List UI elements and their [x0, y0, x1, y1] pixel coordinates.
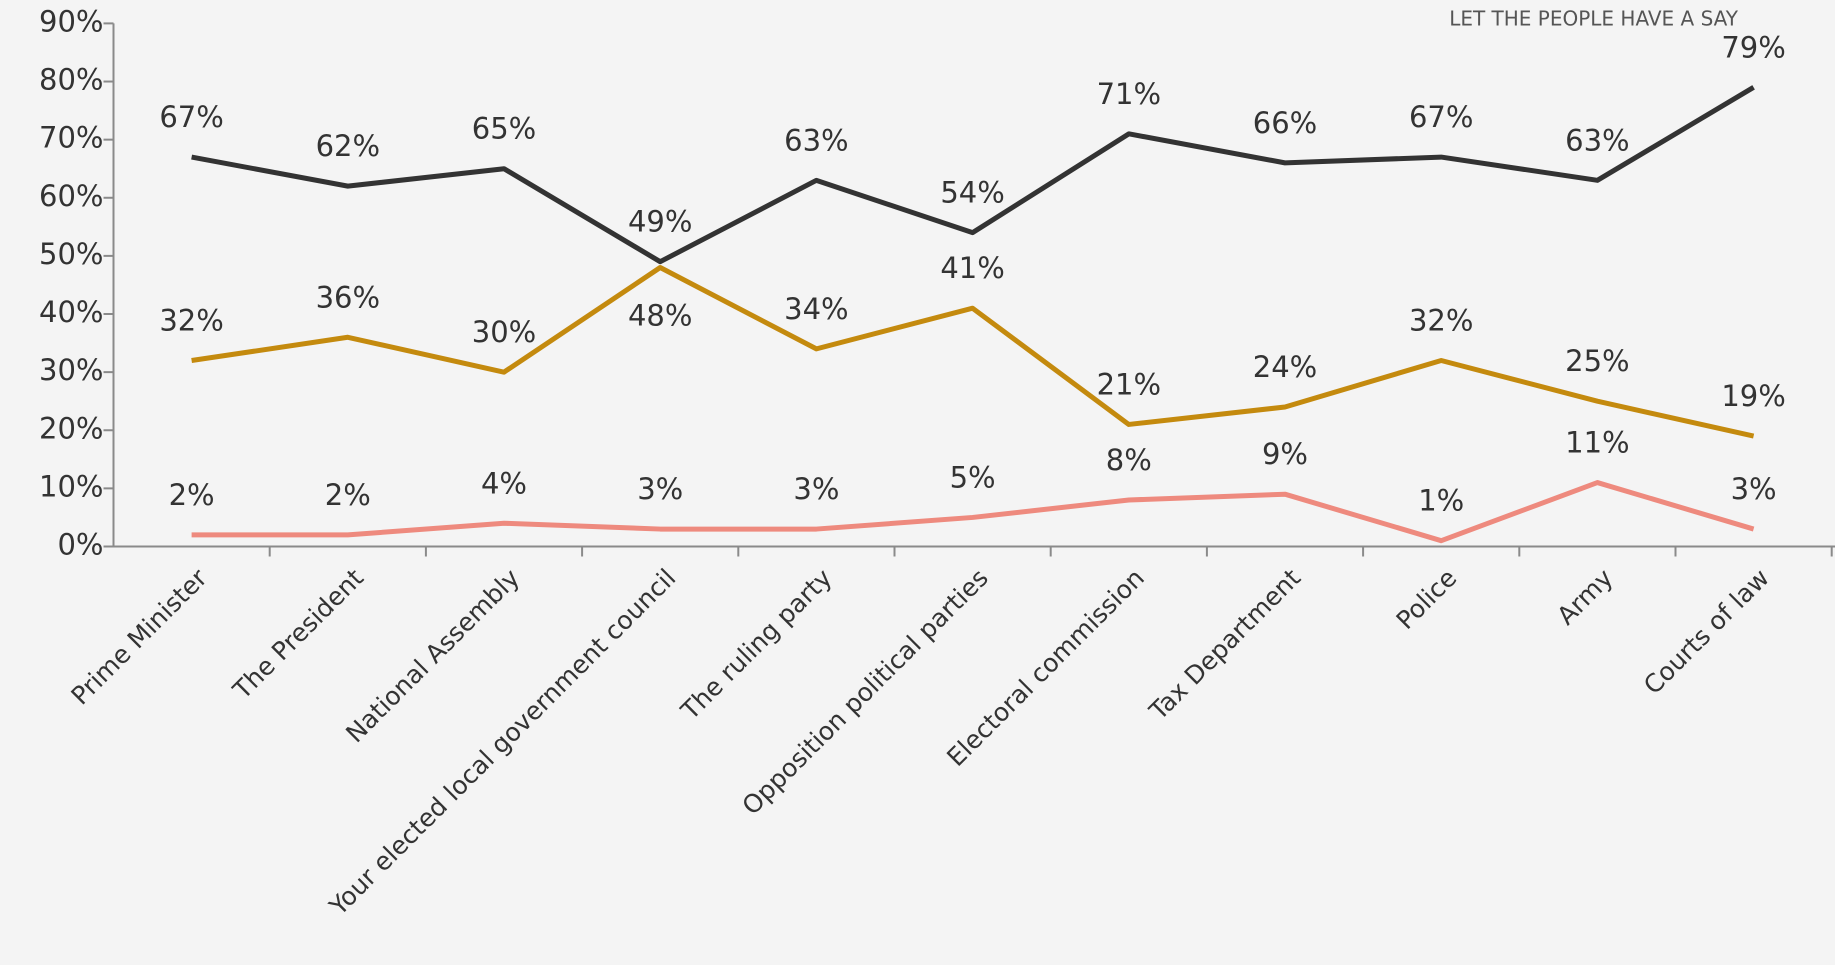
- data-label: 32%: [1409, 304, 1473, 338]
- data-label: 24%: [1253, 350, 1317, 384]
- data-label: 2%: [325, 478, 371, 512]
- y-tick-label: 10%: [39, 469, 103, 503]
- y-tick-label: 40%: [39, 295, 103, 329]
- data-label: 8%: [1106, 443, 1152, 477]
- data-label: 41%: [940, 251, 1004, 285]
- y-tick-label: 70%: [39, 121, 103, 155]
- data-label: 3%: [637, 472, 683, 506]
- y-tick-label: 20%: [39, 411, 103, 445]
- data-label: 48%: [628, 299, 692, 333]
- data-label: 34%: [784, 292, 848, 326]
- data-label: 79%: [1721, 30, 1785, 64]
- watermark: LET THE PEOPLE HAVE A SAY: [1449, 7, 1739, 31]
- data-label: 19%: [1721, 379, 1785, 413]
- series-line: [191, 480, 1755, 544]
- data-label: 9%: [1262, 437, 1308, 471]
- y-tick-label: 80%: [39, 63, 103, 97]
- data-label: 63%: [1565, 123, 1629, 157]
- data-label: 67%: [159, 100, 223, 134]
- y-tick-label: 50%: [39, 237, 103, 271]
- data-label: 62%: [316, 129, 380, 163]
- y-tick-label: 30%: [39, 353, 103, 387]
- data-label: 5%: [950, 460, 996, 494]
- data-label: 65%: [472, 112, 536, 146]
- y-tick-label: 90%: [39, 4, 103, 38]
- data-label: 63%: [784, 123, 848, 157]
- data-label: 2%: [169, 478, 215, 512]
- data-label: 1%: [1418, 484, 1464, 518]
- data-label: 25%: [1565, 344, 1629, 378]
- data-label: 66%: [1253, 106, 1317, 140]
- data-label: 30%: [472, 315, 536, 349]
- data-label: 32%: [159, 304, 223, 338]
- y-tick-label: 0%: [57, 528, 103, 562]
- series-line: [191, 85, 1755, 265]
- data-label: 21%: [1097, 367, 1161, 401]
- data-label: 67%: [1409, 100, 1473, 134]
- y-tick-label: 60%: [39, 179, 103, 213]
- series-line: [191, 265, 1755, 439]
- data-label: 71%: [1097, 77, 1161, 111]
- data-label: 54%: [940, 176, 1004, 210]
- data-label: 36%: [316, 280, 380, 314]
- data-label: 3%: [1731, 472, 1777, 506]
- data-label: 4%: [481, 466, 527, 500]
- data-label: 3%: [793, 472, 839, 506]
- data-label: 49%: [628, 205, 692, 239]
- data-label: 11%: [1565, 426, 1629, 460]
